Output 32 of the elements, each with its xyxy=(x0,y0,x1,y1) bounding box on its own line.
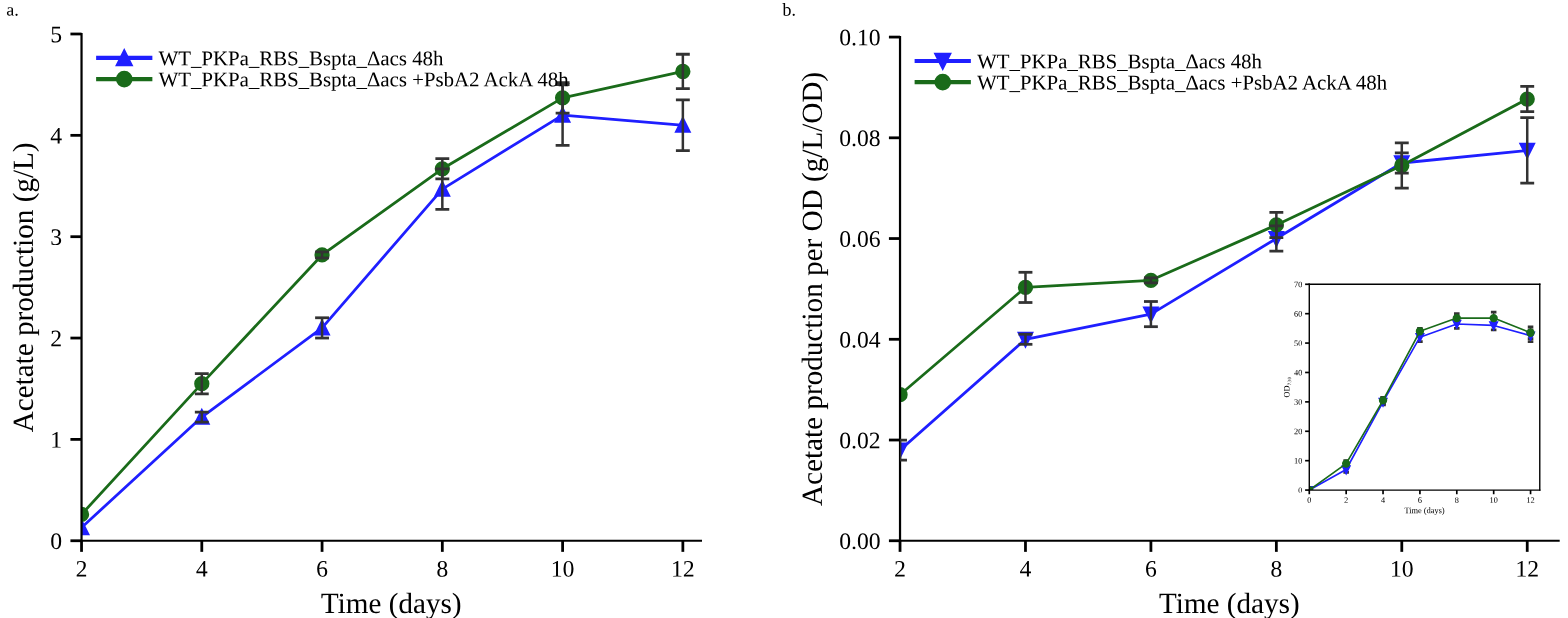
x-tick-label: 2 xyxy=(895,560,905,577)
x-tick-label: 12 xyxy=(1517,560,1538,577)
chart-title: a. xyxy=(6,7,18,16)
y-tick-label: 4 xyxy=(50,127,62,144)
y-tick-label: 2 xyxy=(51,330,61,347)
y-tick-label: 1 xyxy=(52,432,61,448)
y-tick-label: 0 xyxy=(51,533,62,550)
x-tick-label: 6 xyxy=(1146,560,1157,577)
x-tick-label: 2 xyxy=(76,560,87,577)
legend-label: WT_PKPa_RBS_Bspta_Δacs 48h xyxy=(158,50,444,70)
x-tick-label: 8 xyxy=(1271,560,1282,577)
y-tick-label: 0.02 xyxy=(840,432,880,449)
chart-title: b. xyxy=(782,3,795,16)
y-tick-label: 0.10 xyxy=(840,29,880,46)
y-tick-label: 0.04 xyxy=(840,331,881,348)
legend-label: WT_PKPa_RBS_Bspta_Δacs 48h xyxy=(977,53,1262,73)
x-tick-label: 8 xyxy=(437,560,448,577)
y-tick-label: 5 xyxy=(51,26,62,43)
y-tick-label: 0.00 xyxy=(840,533,880,550)
y-tick-label: 3 xyxy=(51,229,62,246)
legend-label: WT_PKPa_RBS_Bspta_Δacs +PsbA2 AckA 48h xyxy=(977,74,1387,94)
y-tick-label: 0.06 xyxy=(840,231,880,248)
x-tick-label: 12 xyxy=(673,560,694,577)
x-tick-label: 4 xyxy=(1020,561,1032,577)
y-tick-label: 0.08 xyxy=(840,130,880,147)
x-tick-label: 4 xyxy=(196,561,208,577)
x-tick-label: 10 xyxy=(552,560,574,577)
legend-label: WT_PKPa_RBS_Bspta_Δacs +PsbA2 AckA 48h xyxy=(158,71,569,91)
x-tick-label: 10 xyxy=(1392,560,1413,577)
y-axis-title: Acetate production (g/L) xyxy=(12,143,40,433)
x-tick-label: 6 xyxy=(317,560,328,577)
y-axis-title: Acetate production per OD (g/L/OD) xyxy=(801,73,829,506)
